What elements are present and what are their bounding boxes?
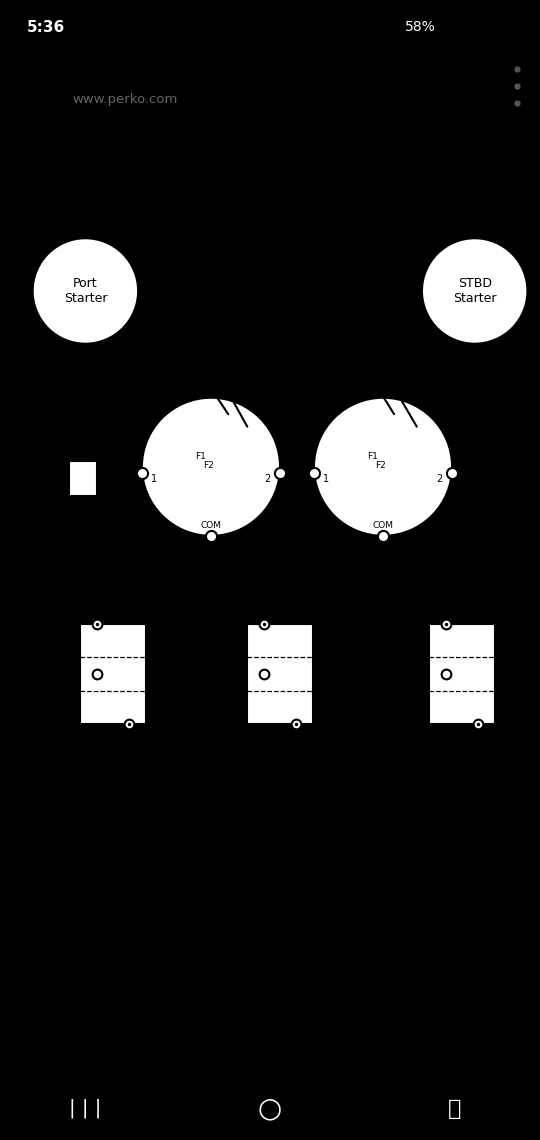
Text: COM: COM xyxy=(200,521,221,530)
Text: Lighting
Battery: Lighting Battery xyxy=(256,734,304,763)
Bar xyxy=(247,624,313,724)
Text: | | |: | | | xyxy=(69,1099,101,1118)
Text: tetebosbts.jpg (430×450): tetebosbts.jpg (430×450) xyxy=(62,68,314,85)
Circle shape xyxy=(422,238,528,344)
Text: www.perko.com: www.perko.com xyxy=(72,92,177,106)
Circle shape xyxy=(142,398,280,536)
Circle shape xyxy=(314,398,452,536)
Text: STBD
Starter: STBD Starter xyxy=(453,277,496,306)
Text: 58%: 58% xyxy=(405,21,436,34)
Text: 〈: 〈 xyxy=(448,1099,462,1118)
Text: ○: ○ xyxy=(258,1094,282,1123)
Text: 1: 1 xyxy=(323,474,329,484)
Bar xyxy=(429,624,495,724)
Text: COM: COM xyxy=(373,521,394,530)
Text: Starboard
Battery: Starboard Battery xyxy=(433,734,491,763)
Circle shape xyxy=(32,238,138,344)
Text: 1: 1 xyxy=(151,474,158,484)
Text: Port
Battery: Port Battery xyxy=(91,734,135,763)
Text: F1: F1 xyxy=(195,453,206,462)
Text: F2: F2 xyxy=(203,461,214,470)
Text: 2: 2 xyxy=(436,474,443,484)
Text: Port
Starter: Port Starter xyxy=(64,277,107,306)
Text: 5:36: 5:36 xyxy=(27,19,65,35)
Text: Engine
Ground: Engine Ground xyxy=(339,741,380,763)
Text: 2: 2 xyxy=(265,474,271,484)
Text: F1: F1 xyxy=(368,453,379,462)
Bar xyxy=(69,461,97,496)
Bar xyxy=(80,624,146,724)
Text: F2: F2 xyxy=(375,461,386,470)
